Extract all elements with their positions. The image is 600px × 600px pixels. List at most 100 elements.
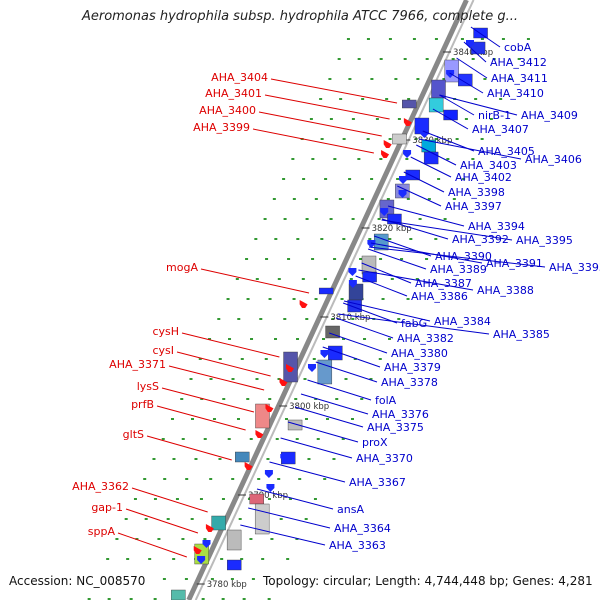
tick-dot bbox=[405, 158, 409, 160]
tick-dot bbox=[379, 58, 383, 60]
tick-dot bbox=[412, 38, 416, 40]
right-gene-label: fabG bbox=[401, 317, 427, 330]
tick-dot bbox=[305, 318, 309, 320]
tick-dot bbox=[255, 378, 259, 380]
tick-dot bbox=[257, 478, 261, 480]
right-leader-line bbox=[439, 94, 518, 116]
tick-dot bbox=[377, 218, 381, 220]
right-leader-line bbox=[280, 437, 353, 459]
tick-dot bbox=[302, 178, 306, 180]
tick-dot bbox=[249, 438, 253, 440]
tick-dot bbox=[359, 258, 363, 260]
left-leader-line bbox=[270, 78, 398, 104]
tick-dot bbox=[282, 178, 286, 180]
scale-label: 3780 kbp bbox=[207, 580, 247, 590]
right-leader-line bbox=[315, 361, 378, 383]
tick-dot bbox=[322, 338, 326, 340]
left-leader-line bbox=[117, 532, 187, 558]
right-gene-label: AHA_3384 bbox=[434, 315, 491, 328]
tick-dot bbox=[379, 158, 383, 160]
tick-dot bbox=[228, 338, 232, 340]
right-leader-line bbox=[470, 26, 501, 48]
left-gene-label: AHA_3400 bbox=[199, 104, 256, 117]
tick-dot bbox=[403, 58, 407, 60]
tick-dot bbox=[406, 298, 410, 300]
tick-dot bbox=[230, 578, 234, 580]
tick-dot bbox=[246, 298, 250, 300]
tick-dot bbox=[471, 58, 475, 60]
blue-gene-arrow bbox=[202, 540, 211, 548]
gene-feature-right bbox=[362, 271, 377, 283]
tick-dot bbox=[272, 198, 276, 200]
gene-feature-left bbox=[255, 403, 270, 429]
tick-dot bbox=[348, 78, 352, 80]
right-gene-label: AHA_3367 bbox=[349, 476, 406, 489]
right-gene-label: AHA_3386 bbox=[411, 290, 468, 303]
tick-dot bbox=[259, 318, 263, 320]
right-gene-label: AHA_3388 bbox=[477, 284, 534, 297]
tick-dot bbox=[298, 478, 302, 480]
tick-dot bbox=[339, 98, 343, 100]
tick-dot bbox=[375, 118, 379, 120]
tick-dot bbox=[270, 538, 274, 540]
tick-dot bbox=[277, 378, 281, 380]
tick-dot bbox=[247, 498, 251, 500]
tick-dot bbox=[388, 338, 392, 340]
tick-dot bbox=[526, 38, 530, 40]
tick-dot bbox=[238, 518, 242, 520]
right-gene-label: AHA_3370 bbox=[356, 452, 413, 465]
right-leader-line bbox=[449, 72, 484, 94]
blue-gene-arrow bbox=[403, 150, 412, 158]
tick-dot bbox=[434, 238, 438, 240]
blue-gene-arrow bbox=[348, 280, 357, 288]
tick-dot bbox=[250, 338, 254, 340]
tick-dot bbox=[287, 258, 291, 260]
map-title: Aeromonas hydrophila subsp. hydrophila A… bbox=[81, 9, 519, 24]
tick-dot bbox=[499, 98, 503, 100]
right-leader-line bbox=[463, 41, 487, 63]
left-leader-line bbox=[168, 365, 265, 391]
tick-dot bbox=[320, 238, 324, 240]
tick-dot bbox=[381, 298, 385, 300]
red-gene-arrow bbox=[285, 364, 294, 372]
tick-dot bbox=[342, 338, 346, 340]
tick-dot bbox=[328, 78, 332, 80]
right-gene-label: AHA_3405 bbox=[478, 145, 535, 158]
tick-dot bbox=[295, 438, 299, 440]
tick-dot bbox=[236, 418, 240, 420]
gene-feature-right bbox=[473, 27, 488, 39]
right-leader-line bbox=[397, 185, 442, 207]
tick-dot bbox=[185, 478, 189, 480]
tick-dot bbox=[170, 418, 174, 420]
tick-dot bbox=[378, 358, 382, 360]
tick-dot bbox=[388, 238, 392, 240]
tick-dot bbox=[143, 478, 147, 480]
tick-dot bbox=[268, 298, 272, 300]
red-gene-arrow bbox=[205, 524, 214, 532]
tick-dot bbox=[329, 118, 333, 120]
gene-feature-left bbox=[211, 515, 226, 531]
tick-dot bbox=[366, 138, 370, 140]
tick-dot bbox=[166, 518, 170, 520]
backbone-line bbox=[186, 0, 469, 600]
gene-feature-right bbox=[387, 213, 402, 225]
tick-dot bbox=[144, 518, 148, 520]
tick-dot bbox=[87, 598, 91, 600]
tick-dot bbox=[217, 318, 221, 320]
blue-gene-arrow bbox=[307, 364, 316, 372]
tick-dot bbox=[210, 578, 214, 580]
left-gene-label: lysS bbox=[137, 380, 159, 393]
gene-feature-left bbox=[402, 99, 417, 109]
accession-label: Accession: NC_008570 bbox=[9, 574, 146, 588]
tick-dot bbox=[316, 438, 320, 440]
tick-dot bbox=[194, 458, 198, 460]
right-leader-line bbox=[307, 379, 372, 401]
right-leader-line bbox=[300, 393, 369, 415]
tick-dot bbox=[203, 538, 207, 540]
red-gene-arrow bbox=[244, 462, 253, 470]
tick-dot bbox=[324, 178, 328, 180]
tick-dot bbox=[394, 78, 398, 80]
gene-feature-right bbox=[227, 559, 242, 571]
tick-dot bbox=[437, 178, 441, 180]
